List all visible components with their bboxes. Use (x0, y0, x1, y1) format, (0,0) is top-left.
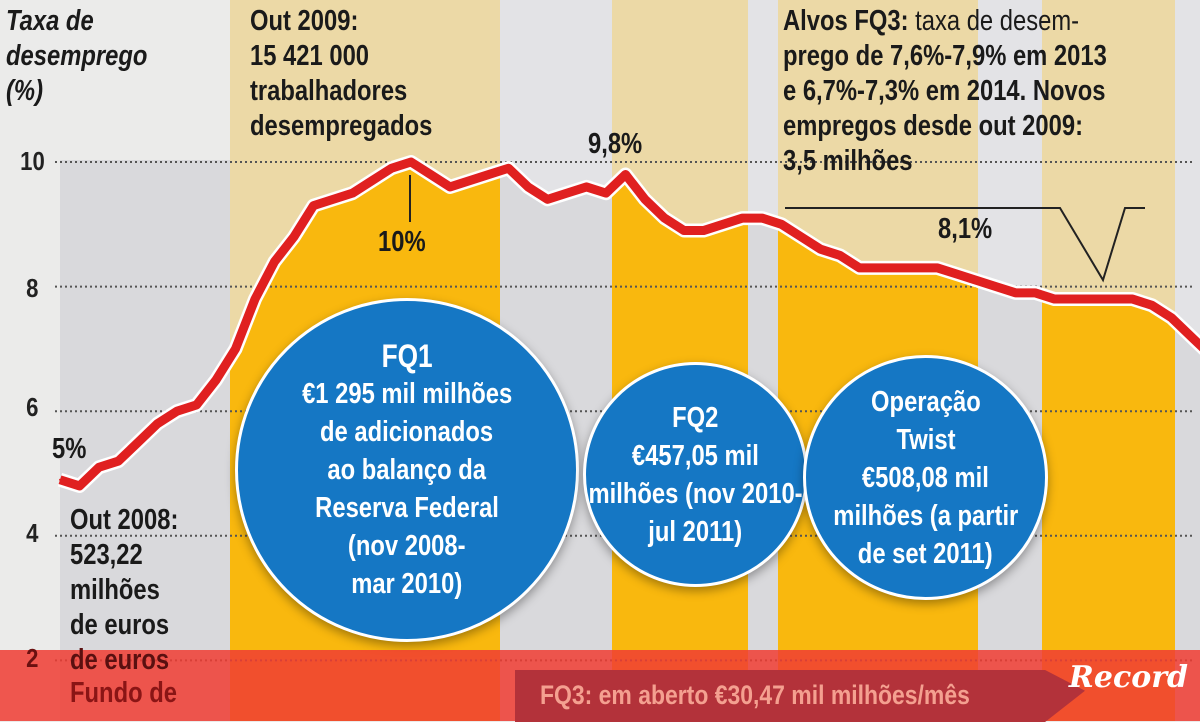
label-second: 9,8% (588, 128, 643, 160)
data-point (956, 273, 958, 276)
data-point (663, 217, 666, 220)
data-point (546, 198, 549, 201)
y-tick-2: 2 (26, 643, 39, 673)
data-point (488, 173, 490, 176)
target-bracket (785, 207, 1145, 283)
data-point (176, 410, 178, 413)
data-point (1073, 298, 1075, 301)
fundo-label: Fundo de (70, 677, 177, 709)
data-point (644, 198, 646, 201)
out-2008-de-euros: de euros (70, 644, 170, 676)
data-point (215, 379, 217, 382)
data-point (293, 235, 295, 238)
data-point (449, 185, 451, 188)
series-line (58, 157, 1200, 491)
data-point (819, 248, 822, 251)
data-point (410, 161, 412, 163)
data-point (780, 223, 783, 226)
record-logo: Record (1068, 660, 1188, 695)
data-point (156, 422, 159, 425)
data-point (78, 484, 81, 487)
data-point (1014, 291, 1017, 294)
data-point (566, 192, 568, 195)
data-point (995, 285, 997, 288)
data-point (722, 223, 724, 226)
data-point (254, 298, 256, 301)
label-latest: 8,1% (938, 213, 993, 245)
data-point (936, 266, 939, 269)
out-2009-note: Out 2009: 15 421 000 trabalhadores desempre… (250, 5, 433, 142)
data-point (1190, 335, 1192, 338)
data-point (59, 478, 61, 481)
data-point (390, 167, 393, 170)
data-point (371, 179, 373, 182)
data-point (917, 266, 919, 269)
data-point (975, 279, 978, 282)
data-point (1170, 316, 1173, 319)
data-point (117, 460, 120, 463)
y-tick-8: 8 (26, 273, 39, 303)
data-point (761, 217, 763, 220)
data-point (897, 266, 900, 269)
data-point (624, 173, 627, 176)
label-start: 5% (52, 433, 87, 465)
data-point (98, 466, 100, 469)
out-2008-note: Out 2008: 523,22 milhões de euros (70, 504, 179, 641)
fq1-bubble: FQ1 €1 295 mil milhões de adicionados ao ba… (235, 298, 579, 642)
data-point (507, 167, 510, 170)
data-point (858, 266, 861, 269)
data-point (273, 260, 276, 263)
data-point (1092, 298, 1095, 301)
label-peak: 10% (378, 226, 426, 258)
data-point (137, 441, 139, 444)
data-point (195, 403, 198, 406)
data-point (585, 185, 588, 188)
data-point (468, 179, 471, 182)
data-point (683, 229, 685, 232)
data-point (1131, 298, 1134, 301)
data-point (1112, 298, 1114, 301)
data-point (351, 192, 354, 195)
data-point (234, 347, 237, 350)
data-point (605, 192, 607, 195)
data-point (800, 235, 802, 238)
y-tick-10: 10 (20, 146, 45, 176)
data-point (702, 229, 705, 232)
twist-bubble: Operação Twist €508,08 mil milhões (a parti… (803, 355, 1048, 600)
data-point (1151, 304, 1153, 307)
data-point (878, 266, 880, 269)
y-axis-title: Taxa de desemprego (%) (6, 5, 148, 107)
data-point (1034, 291, 1036, 294)
alvos-fq3-note: Alvos FQ3: taxa de desem- prego de 7,6%-… (783, 5, 1107, 177)
data-point (312, 204, 315, 207)
y-tick-4: 4 (26, 518, 39, 548)
data-point (839, 254, 841, 257)
data-point (1053, 298, 1056, 301)
data-point (741, 217, 744, 220)
data-point (527, 185, 529, 188)
fq2-bubble: FQ2 €457,05 mil milhões (nov 2010- jul 2011… (583, 362, 808, 587)
fq3-arrow: FQ3: em aberto €30,47 mil milhões/mês (515, 670, 1085, 722)
data-point (429, 173, 432, 176)
y-tick-6: 6 (26, 392, 39, 422)
data-point (332, 198, 334, 201)
